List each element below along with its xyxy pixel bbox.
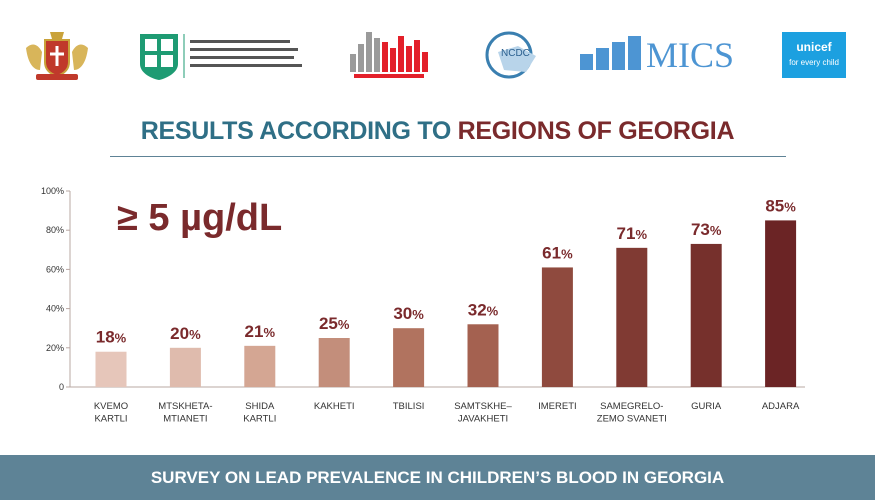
x-tick-label: KARTLI (94, 414, 127, 425)
data-label: 25% (319, 314, 350, 333)
data-label: 85% (765, 196, 796, 215)
y-tick-label: 40% (46, 304, 64, 314)
data-label: 71% (617, 224, 648, 243)
x-tick-label: MTSKHETA- (158, 401, 212, 412)
bar (765, 220, 797, 387)
threshold-annotation: ≥ 5 µg/dL (117, 197, 282, 239)
bar (244, 345, 276, 387)
x-tick-label: SAMTSKHE– (454, 401, 512, 412)
data-label: 21% (245, 322, 276, 341)
x-tick-label: MTIANETI (163, 414, 207, 425)
x-tick-label: SAMEGRELO- (600, 401, 663, 412)
bar (616, 247, 648, 387)
data-label: 32% (468, 300, 499, 319)
y-tick-label: 20% (46, 343, 64, 353)
x-tick-label: KAKHETI (314, 401, 355, 412)
x-tick-label: JAVAKHETI (458, 414, 508, 425)
unicef-tagline: for every child (789, 58, 839, 67)
bar (690, 243, 722, 387)
y-tick-label: 60% (46, 264, 64, 274)
unicef-logo-text: unicef (796, 40, 832, 54)
x-tick-label: SHIDA (245, 401, 275, 412)
bar-chart: ≥ 5 µg/dL 0 20% 40% 60% 80% 100% 18% KVEMO KART… (41, 186, 805, 425)
title-part-2: REGIONS OF GEORGIA (457, 117, 735, 145)
data-label: 20% (170, 324, 201, 343)
x-tick-label: TBILISI (393, 401, 425, 412)
mics-logo: MICS (580, 35, 750, 75)
bar (541, 267, 573, 387)
page-title: RESULTS ACCORDING TO REGIONS OF GEORGIA (0, 117, 875, 146)
ncdc-logo: NCDC (484, 30, 544, 80)
y-tick-label: 80% (46, 225, 64, 235)
x-tick-label: IMERETI (538, 401, 577, 412)
x-tick-label: ZEMO SVANETI (597, 414, 667, 425)
bar (318, 338, 350, 387)
data-label: 73% (691, 220, 722, 239)
title-divider (110, 156, 786, 157)
geostat-logo (350, 32, 428, 78)
data-label: 30% (393, 304, 424, 323)
x-tick-label: ADJARA (762, 401, 800, 412)
title-part-1: RESULTS ACCORDING TO (140, 117, 458, 145)
unicef-logo: unicef for every child (782, 32, 846, 78)
x-tick-label: KARTLI (243, 414, 276, 425)
data-label: 61% (542, 243, 573, 262)
ncdc-logo-text: NCDC (501, 48, 530, 59)
footer-banner: SURVEY ON LEAD PREVALENCE IN CHILDREN’S … (0, 455, 875, 500)
ministry-of-health-logo (140, 34, 302, 80)
bar (467, 324, 499, 387)
bar (95, 351, 127, 387)
x-tick-label: GURIA (691, 401, 722, 412)
y-tick-label: 0 (59, 382, 64, 392)
data-label: 18% (96, 328, 127, 347)
y-tick-label: 100% (41, 186, 64, 196)
x-tick-label: KVEMO (94, 401, 128, 412)
bar (393, 328, 425, 387)
georgia-coat-of-arms-logo (26, 32, 88, 80)
mics-logo-text: MICS (646, 35, 735, 75)
bar (169, 347, 201, 387)
